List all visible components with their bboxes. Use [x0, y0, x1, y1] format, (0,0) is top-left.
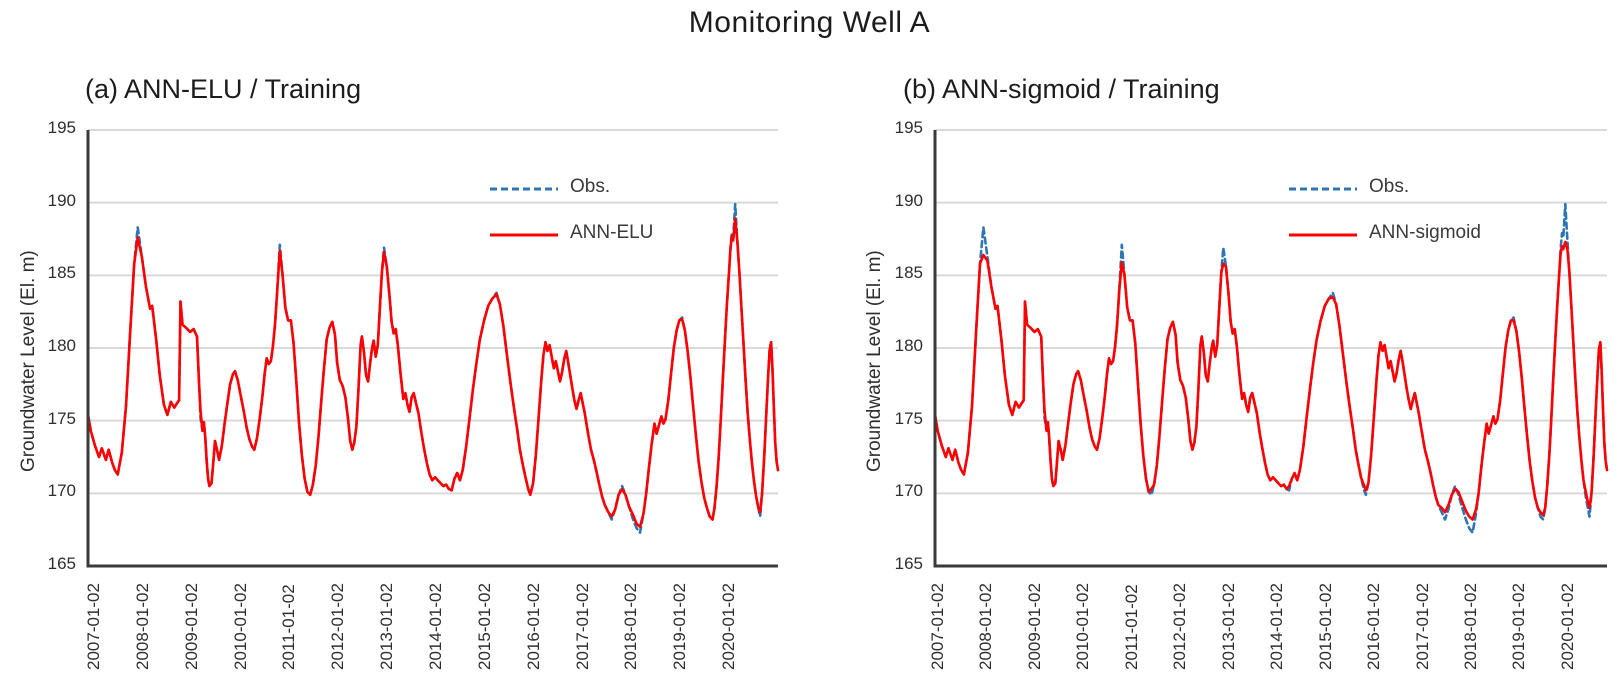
- x-tick-label: 2009-01-02: [1024, 583, 1044, 670]
- x-tick-label: 2017-01-02: [1412, 583, 1432, 670]
- subplot-a-title: (a) ANN-ELU / Training: [85, 74, 362, 104]
- x-tick-label: 2012-01-02: [1170, 583, 1190, 670]
- x-tick-label: 2014-01-02: [1267, 583, 1287, 670]
- x-tick-label: 2020-01-02: [1557, 583, 1577, 670]
- x-tick-label: 2018-01-02: [1460, 583, 1480, 670]
- y-tick-label: 175: [47, 408, 76, 428]
- subplot-a-legend-model-label: ANN-ELU: [570, 222, 654, 243]
- x-tick-label: 2019-01-02: [670, 583, 690, 670]
- x-tick-label: 2008-01-02: [132, 583, 152, 670]
- subplot-b-plot-area: [933, 129, 1609, 568]
- subplot-b-title: (b) ANN-sigmoid / Training: [903, 74, 1220, 104]
- x-tick-label: 2011-01-02: [1121, 584, 1141, 670]
- x-tick-label: 2015-01-02: [474, 583, 494, 670]
- obs-series-line: [86, 202, 780, 534]
- x-tick-label: 2015-01-02: [1315, 583, 1335, 670]
- x-tick-label: 2010-01-02: [230, 583, 250, 670]
- x-tick-label: 2007-01-02: [84, 583, 103, 670]
- y-tick-label: 185: [894, 263, 923, 283]
- x-tick-label: 2009-01-02: [181, 583, 201, 670]
- x-tick-label: 2010-01-02: [1073, 583, 1093, 670]
- x-tick-label: 2012-01-02: [328, 583, 348, 670]
- subplot-b-legend-obs-label: Obs.: [1369, 176, 1410, 197]
- figure-title: Monitoring Well A: [688, 6, 931, 39]
- y-tick-label: 190: [47, 190, 76, 210]
- x-tick-label: 2011-01-02: [279, 584, 299, 670]
- x-tick-label: 2014-01-02: [425, 583, 445, 670]
- y-tick-label: 165: [894, 554, 923, 573]
- y-tick-label: 180: [894, 336, 923, 355]
- x-tick-label: 2016-01-02: [523, 583, 543, 670]
- y-tick-label: 175: [894, 408, 923, 428]
- x-tick-label: 2017-01-02: [572, 583, 592, 670]
- x-tick-label: 2020-01-02: [719, 583, 739, 670]
- y-tick-label: 170: [47, 481, 76, 501]
- y-tick-label: 165: [47, 554, 76, 573]
- x-tick-label: 2008-01-02: [976, 583, 996, 670]
- y-tick-label: 190: [894, 190, 923, 210]
- x-tick-label: 2007-01-02: [928, 583, 947, 670]
- obs-series-line: [933, 202, 1609, 534]
- x-tick-label: 2018-01-02: [621, 583, 641, 670]
- subplot-a-legend-obs-label: Obs.: [570, 176, 611, 197]
- y-tick-label: 180: [47, 336, 76, 355]
- model-series-line: [933, 240, 1609, 521]
- model-series-line: [86, 217, 780, 529]
- subplot-b-legend-model-label: ANN-sigmoid: [1369, 222, 1481, 243]
- x-tick-label: 2019-01-02: [1509, 583, 1529, 670]
- y-tick-label: 170: [894, 481, 923, 501]
- x-tick-label: 2013-01-02: [1218, 583, 1238, 670]
- y-tick-label: 195: [47, 118, 76, 137]
- subplot-a-plot-area: [86, 129, 780, 568]
- x-tick-label: 2016-01-02: [1364, 583, 1384, 670]
- y-tick-label: 195: [894, 118, 923, 137]
- x-tick-label: 2013-01-02: [377, 583, 397, 670]
- y-tick-label: 185: [47, 263, 76, 283]
